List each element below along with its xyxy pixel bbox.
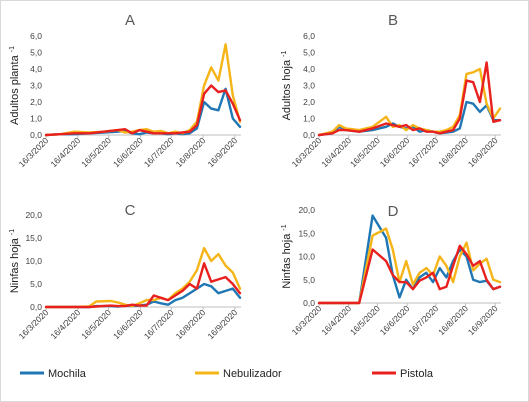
- series-line-pistola: [44, 262, 242, 309]
- x-tick-label: 16/6/2020: [111, 307, 145, 341]
- series-line-pistola: [44, 84, 242, 137]
- panel-title-D: D: [388, 203, 399, 220]
- x-tick-label: 16/8/2020: [436, 135, 470, 169]
- y-tick-label: 10,0: [298, 252, 315, 262]
- x-tick-label: 16/4/2020: [319, 303, 353, 337]
- legend-label: Mochila: [48, 368, 87, 380]
- panel-B: B Adultos hoja -1 0,0 1,0 2,0 3,0 4,0 5,0 6,0 16/…: [281, 12, 502, 169]
- y-axis-label-superscript: -1: [9, 229, 16, 235]
- x-tick-label: 16/4/2020: [48, 307, 82, 341]
- legend-label: Pistola: [400, 368, 434, 380]
- y-tick-label: 20,0: [298, 205, 315, 215]
- x-tick-label: 16/4/2020: [48, 135, 82, 169]
- y-tick-label: 3,0: [30, 81, 42, 91]
- panel-title-A: A: [125, 12, 135, 29]
- series-line-mochila: [44, 87, 242, 137]
- x-tick-label: 16/7/2020: [142, 307, 176, 341]
- y-tick-label: 2,0: [303, 97, 315, 107]
- x-tick-label: 16/5/2020: [79, 135, 113, 169]
- panels: A Adultos planta -1 0,0 1,0 2,0 3,0 4,0 5,0 6,0 1…: [9, 12, 502, 341]
- panel-title-C: C: [125, 202, 136, 219]
- series-line-nebulizador: [44, 43, 242, 137]
- y-tick-label: 2,0: [30, 97, 42, 107]
- y-tick-label: 5,0: [30, 48, 42, 58]
- y-tick-label: 6,0: [303, 31, 315, 41]
- y-axis-label-text: Ninfas hoja: [9, 235, 21, 293]
- series-line-nebulizador: [44, 246, 242, 309]
- y-tick-label: 4,0: [30, 64, 42, 74]
- y-tick-label: 5,0: [30, 279, 42, 289]
- x-tick-label: 16/9/2020: [205, 135, 239, 169]
- panel-A: A Adultos planta -1 0,0 1,0 2,0 3,0 4,0 5,0 6,0 1…: [9, 12, 242, 169]
- x-tick-label: 16/5/2020: [79, 307, 113, 341]
- y-axis-label-text: Adultos planta: [9, 52, 21, 125]
- y-axis-label-superscript: -1: [281, 224, 288, 230]
- y-axis-label-D: Ninfas hoja -1: [281, 224, 293, 288]
- y-axis-label-C: Ninfas hoja -1: [9, 229, 21, 293]
- y-tick-label: 0,0: [303, 298, 315, 308]
- y-tick-label: 0,0: [30, 130, 42, 140]
- x-tick-label: 16/7/2020: [406, 303, 440, 337]
- y-tick-label: 5,0: [303, 48, 315, 58]
- x-tick-label: 16/5/2020: [348, 135, 382, 169]
- x-tick-label: 16/7/2020: [142, 135, 176, 169]
- y-tick-label: 5,0: [303, 275, 315, 285]
- y-axis-label-text: Ninfas hoja: [281, 231, 293, 289]
- legend: Mochila Nebulizador Pistola: [20, 368, 434, 380]
- y-tick-label: 1,0: [30, 114, 42, 124]
- y-tick-label: 0,0: [30, 302, 42, 312]
- y-tick-label: 20,0: [25, 210, 42, 220]
- x-tick-label: 16/5/2020: [348, 303, 382, 337]
- y-tick-label: 4,0: [303, 64, 315, 74]
- x-tick-label: 16/6/2020: [378, 303, 412, 337]
- y-tick-label: 3,0: [303, 81, 315, 91]
- y-axis-label-superscript: -1: [281, 50, 288, 56]
- x-tick-label: 16/3/2020: [290, 303, 324, 337]
- panel-C: C Ninfas hoja -1 0,0 5,0 10,0 15,0 20,0 16/3/20…: [9, 202, 242, 341]
- y-axis-label-text: Adultos hoja: [281, 57, 293, 121]
- panel-title-B: B: [388, 12, 398, 29]
- series-line-pistola: [317, 61, 502, 137]
- y-axis-label-B: Adultos hoja -1: [281, 50, 293, 120]
- panel-D: D Ninfas hoja -1 0,0 5,0 10,0 15,0 20,0 16/3/20…: [281, 203, 502, 337]
- y-tick-label: 10,0: [25, 256, 42, 266]
- legend-label: Nebulizador: [223, 368, 282, 380]
- legend-item-nebulizador: Nebulizador: [195, 368, 282, 380]
- series-line-pistola: [317, 244, 502, 305]
- series-line-nebulizador: [317, 67, 502, 137]
- x-tick-label: 16/8/2020: [174, 307, 208, 341]
- x-tick-label: 16/4/2020: [319, 135, 353, 169]
- x-tick-label: 16/3/2020: [17, 307, 51, 341]
- x-tick-label: 16/7/2020: [406, 135, 440, 169]
- x-tick-label: 16/9/2020: [466, 135, 500, 169]
- x-tick-label: 16/3/2020: [17, 135, 51, 169]
- y-tick-label: 6,0: [30, 31, 42, 41]
- y-tick-label: 0,0: [303, 130, 315, 140]
- x-tick-label: 16/6/2020: [378, 135, 412, 169]
- x-tick-label: 16/3/2020: [290, 135, 324, 169]
- series-line-nebulizador: [317, 227, 502, 305]
- y-tick-label: 1,0: [303, 114, 315, 124]
- y-axis-label-superscript: -1: [9, 46, 16, 52]
- y-tick-label: 15,0: [25, 233, 42, 243]
- legend-item-mochila: Mochila: [20, 368, 87, 380]
- x-tick-label: 16/9/2020: [466, 303, 500, 337]
- series-line-mochila: [317, 214, 502, 305]
- series-line-mochila: [44, 282, 242, 309]
- y-axis-label-A: Adultos planta -1: [9, 46, 21, 125]
- y-tick-label: 15,0: [298, 228, 315, 238]
- x-tick-label: 16/9/2020: [205, 307, 239, 341]
- x-tick-label: 16/8/2020: [174, 135, 208, 169]
- legend-item-pistola: Pistola: [372, 368, 434, 380]
- x-tick-label: 16/6/2020: [111, 135, 145, 169]
- x-tick-label: 16/8/2020: [436, 303, 470, 337]
